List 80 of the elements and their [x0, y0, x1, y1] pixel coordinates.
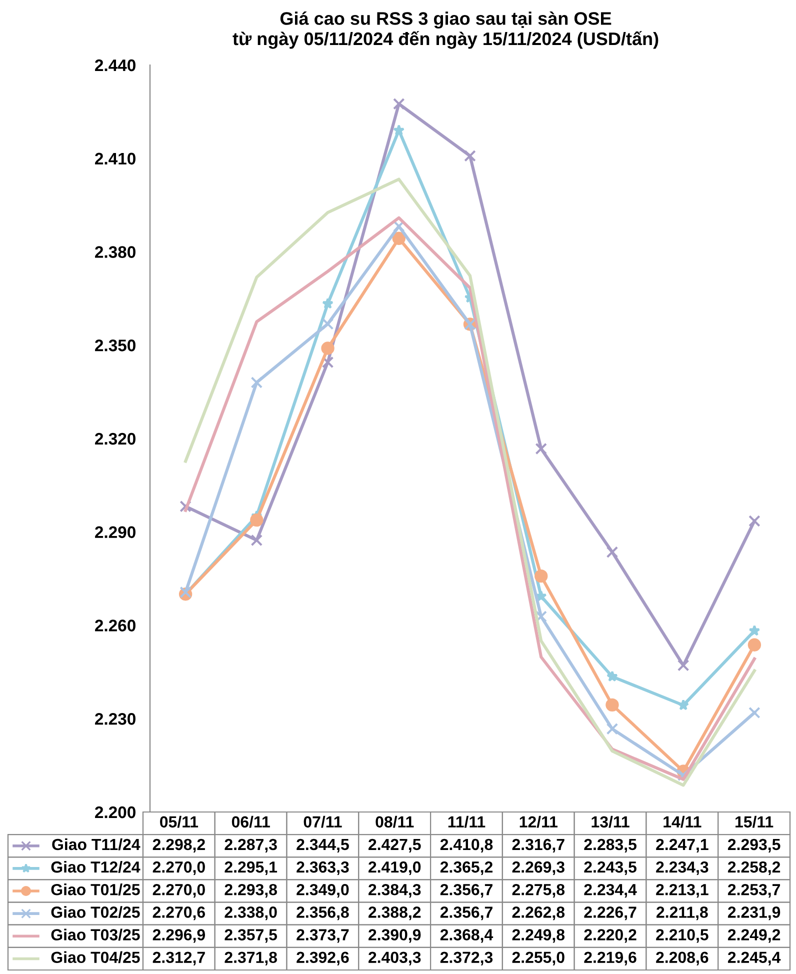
- legend-label: Giao T04/25: [51, 951, 140, 964]
- data-label: 2.298,2: [152, 838, 205, 852]
- data-label: 2.356,7: [440, 884, 492, 898]
- data-label: 2.356,8: [296, 906, 349, 920]
- data-label: 2.283,5: [584, 838, 636, 852]
- data-label: 2.356,7: [440, 906, 492, 920]
- data-label: 2.390,9: [368, 929, 421, 943]
- data-label: 2.371,8: [224, 952, 277, 966]
- legend-label: Giao T12/24: [51, 860, 140, 873]
- data-label: 2.249,8: [512, 929, 565, 943]
- chart-title: Giá cao su RSS 3 giao sau tại sàn OSE: [280, 11, 612, 29]
- data-label: 2.357,5: [224, 929, 278, 943]
- data-label: 2.270,0: [152, 884, 205, 898]
- y-tick-label: 2.260: [95, 620, 136, 632]
- x-tick-label: 11/11: [448, 816, 486, 828]
- data-label: 2.245,4: [728, 952, 781, 966]
- legend-label: Giao T03/25: [51, 928, 140, 941]
- data-label: 2.234,3: [656, 861, 708, 876]
- data-label: 2.293,5: [728, 838, 780, 852]
- data-label: 2.220,2: [584, 929, 636, 943]
- y-tick-label: 2.350: [95, 340, 136, 352]
- data-label: 2.388,2: [368, 906, 421, 920]
- data-label: 2.363,3: [296, 861, 349, 876]
- y-tick-label: 2.230: [95, 713, 136, 725]
- data-label: 2.295,1: [224, 861, 278, 876]
- data-label: 2.213,1: [656, 884, 708, 898]
- data-label: 2.392,6: [296, 952, 349, 966]
- data-label: 2.270,6: [152, 906, 206, 920]
- data-label: 2.287,3: [224, 838, 277, 852]
- data-label: 2.249,2: [728, 929, 780, 943]
- data-label: 2.253,7: [728, 884, 780, 898]
- data-label: 2.255,0: [512, 952, 564, 966]
- data-label: 2.338,0: [224, 906, 277, 920]
- y-tick-label: 2.410: [95, 152, 136, 165]
- data-label: 2.293,8: [224, 884, 277, 898]
- x-tick-label: 12/11: [520, 816, 558, 828]
- data-label: 2.344,5: [296, 838, 349, 852]
- data-label: 2.275,8: [512, 884, 565, 898]
- data-label: 2.231,9: [728, 906, 780, 920]
- x-tick-label: 13/11: [592, 816, 630, 828]
- data-label: 2.312,7: [152, 952, 205, 966]
- data-label: 2.296,9: [152, 929, 205, 943]
- x-tick-label: 05/11: [160, 816, 198, 828]
- legend-label: Giao T02/25: [51, 906, 140, 918]
- data-label: 2.234,4: [584, 884, 637, 898]
- data-label: 2.410,8: [440, 838, 493, 852]
- chart-subtitle: từ ngày 05/11/2024 đến ngày 15/11/2024 (USD/tấn): [232, 31, 658, 49]
- y-tick-label: 2.440: [95, 59, 136, 72]
- y-tick-label: 2.200: [95, 806, 136, 818]
- legend-label: Giao T11/24: [52, 838, 140, 850]
- data-label: 2.270,0: [152, 861, 205, 876]
- data-label: 2.384,3: [368, 884, 421, 898]
- data-label: 2.373,7: [296, 929, 349, 943]
- data-label: 2.247,1: [656, 838, 708, 852]
- y-tick-label: 2.320: [95, 432, 136, 445]
- x-tick-label: 15/11: [736, 816, 774, 828]
- data-label: 2.211,8: [656, 906, 708, 920]
- x-tick-label: 14/11: [664, 816, 702, 828]
- x-tick-label: 08/11: [376, 816, 414, 828]
- data-label: 2.226,7: [584, 906, 636, 920]
- x-tick-label: 07/11: [304, 816, 342, 828]
- x-tick-label: 06/11: [232, 816, 270, 828]
- data-label: 2.403,3: [368, 952, 421, 966]
- data-label: 2.219,6: [584, 952, 636, 966]
- data-label: 2.349,0: [296, 884, 349, 898]
- data-label: 2.365,2: [440, 861, 493, 876]
- data-label: 2.243,5: [584, 861, 636, 876]
- data-label: 2.269,3: [512, 861, 564, 876]
- data-label: 2.316,7: [512, 838, 564, 852]
- legend-label: Giao T01/25: [51, 884, 140, 896]
- data-label: 2.208,6: [656, 952, 708, 966]
- data-label: 2.427,5: [368, 838, 421, 852]
- data-label: 2.258,2: [728, 861, 780, 876]
- data-label: 2.419,0: [368, 861, 421, 876]
- y-tick-label: 2.290: [95, 526, 136, 538]
- data-label: 2.210,5: [656, 929, 708, 943]
- data-label: 2.372,3: [440, 952, 493, 966]
- y-tick-label: 2.380: [95, 246, 136, 258]
- data-label: 2.368,4: [440, 929, 494, 943]
- data-label: 2.262,8: [512, 906, 565, 920]
